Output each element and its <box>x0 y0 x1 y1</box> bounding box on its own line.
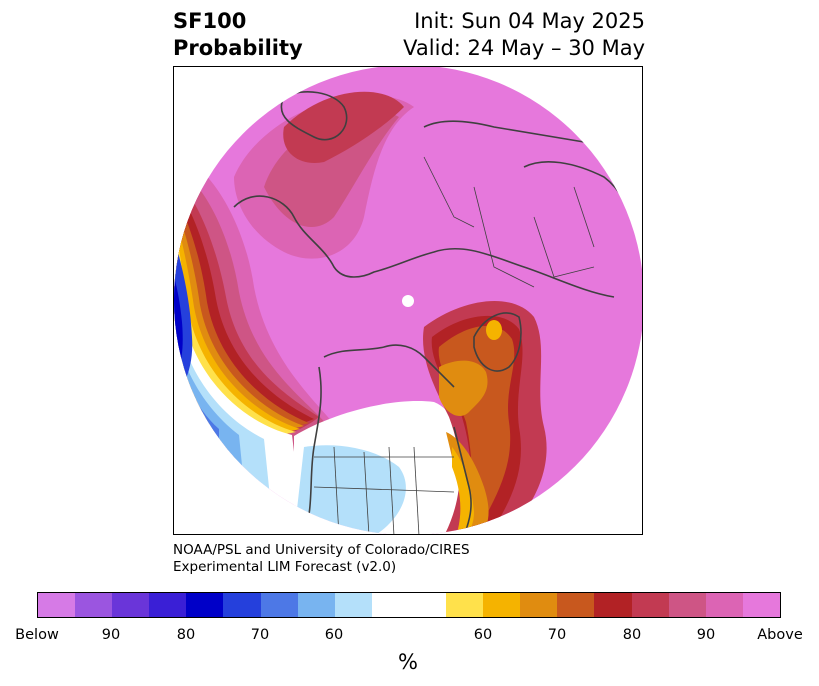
colorbar-tick-below-70: 70 <box>250 627 270 643</box>
colorbar-segment <box>408 593 447 617</box>
colorbar-tick-above-70: 70 <box>547 627 567 643</box>
colorbar-segment <box>112 593 150 617</box>
colorbar-segment <box>705 593 743 617</box>
colorbar-segment <box>557 593 595 617</box>
map-title-right: Init: Sun 04 May 2025 Valid: 24 May – 30… <box>403 8 645 62</box>
colorbar-segment <box>334 593 372 617</box>
probability-field <box>174 67 642 534</box>
field-above-60-east <box>439 360 488 417</box>
credit-line-2: Experimental LIM Forecast (v2.0) <box>173 559 397 575</box>
field-above-55-coast <box>452 447 474 534</box>
valid-range: Valid: 24 May – 30 May <box>403 36 645 60</box>
colorbar-tick-below-90: 90 <box>101 627 121 643</box>
colorbar-segment <box>371 593 409 617</box>
colorbar-segment <box>149 593 187 617</box>
colorbar-segment <box>260 593 298 617</box>
colorbar-segment <box>223 593 261 617</box>
colorbar-tick-above-80: 80 <box>622 627 642 643</box>
colorbar-segment <box>594 593 632 617</box>
title-type: Probability <box>173 36 303 60</box>
colorbar-segment <box>186 593 224 617</box>
polar-map <box>173 66 643 535</box>
colorbar-segment <box>75 593 113 617</box>
title-variable: SF100 <box>173 9 247 33</box>
colorbar-segment <box>668 593 706 617</box>
init-date: Init: Sun 04 May 2025 <box>414 9 645 33</box>
colorbar-segment <box>297 593 335 617</box>
colorbar-segment <box>742 593 780 617</box>
colorbar-tick-below-80: 80 <box>176 627 196 643</box>
colorbar-tick-above: Above <box>757 627 803 643</box>
field-below-50-na <box>294 445 406 534</box>
field-above-55-greenland <box>486 320 502 340</box>
map-svg <box>174 67 642 534</box>
colorbar-segment <box>520 593 558 617</box>
credit-text: NOAA/PSL and University of Colorado/CIRE… <box>173 542 470 576</box>
colorbar-tick-below: Below <box>15 627 59 643</box>
north-pole-marker <box>402 295 414 307</box>
colorbar-segment <box>446 593 484 617</box>
colorbar <box>37 592 781 618</box>
colorbar-unit: % <box>398 650 418 674</box>
colorbar-segment <box>631 593 669 617</box>
borders <box>313 156 595 534</box>
map-title-left: SF100 Probability <box>173 8 303 62</box>
colorbar-segment <box>38 593 76 617</box>
colorbar-tick-above-60: 60 <box>473 627 493 643</box>
colorbar-tick-below-60: 60 <box>324 627 344 643</box>
credit-line-1: NOAA/PSL and University of Colorado/CIRE… <box>173 542 470 558</box>
colorbar-tick-above-90: 90 <box>696 627 716 643</box>
colorbar-segment <box>483 593 521 617</box>
